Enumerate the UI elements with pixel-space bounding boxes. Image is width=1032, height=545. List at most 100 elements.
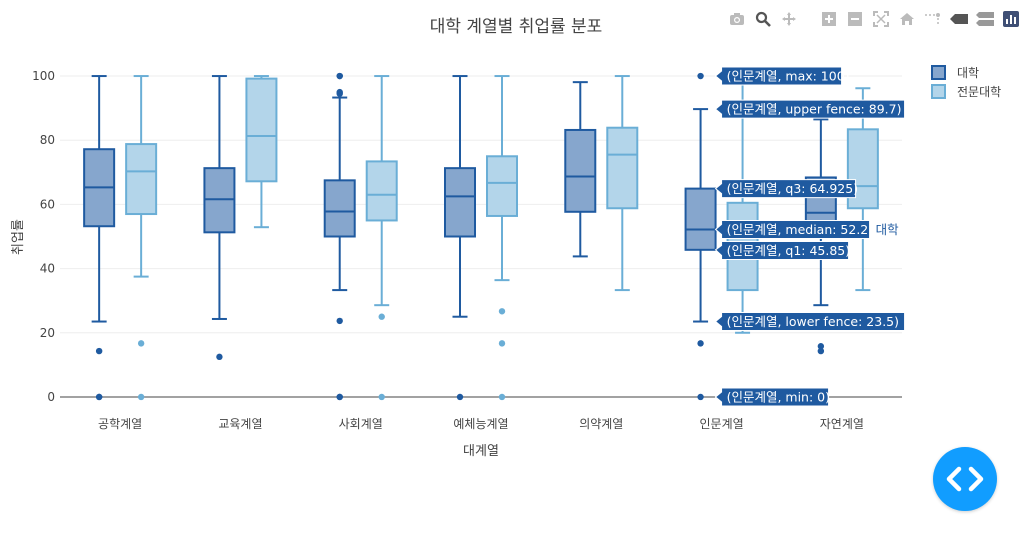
legend-swatch — [931, 65, 946, 80]
outlier-point[interactable] — [137, 340, 145, 347]
box-0-5[interactable] — [684, 72, 717, 401]
box-body[interactable] — [245, 77, 278, 183]
x-tick-label: 사회계열 — [339, 417, 383, 431]
outlier-point[interactable] — [697, 340, 704, 347]
y-tick-label: 80 — [40, 133, 55, 147]
outlier-point[interactable] — [378, 313, 385, 320]
modebar — [728, 10, 1020, 28]
box-body[interactable] — [125, 143, 158, 216]
hover-label-text: (인문계열, max: 100) — [727, 69, 850, 84]
outlier-point[interactable] — [336, 72, 343, 80]
outlier-point[interactable] — [378, 393, 385, 401]
outlier-point[interactable] — [817, 347, 825, 355]
hover-labels: (인문계열, max: 100) (인문계열, upper fence: 89.7… — [714, 66, 906, 407]
zoom-out-icon[interactable] — [846, 10, 864, 28]
box-0-0[interactable] — [83, 75, 116, 401]
legend-label: 대학 — [957, 66, 979, 80]
y-axis: 0 20 40 60 80 100 — [32, 69, 55, 404]
spike-lines-icon[interactable] — [924, 10, 942, 28]
outlier-point[interactable] — [137, 393, 145, 401]
hover-label-box — [714, 240, 850, 260]
y-tick-label: 100 — [32, 69, 55, 83]
x-tick-label: 공학계열 — [98, 417, 142, 431]
y-tick-label: 0 — [47, 390, 55, 404]
hover-label: (인문계열, q3: 64.925) — [714, 179, 859, 199]
box-0-1[interactable] — [203, 75, 236, 361]
box-1-4[interactable] — [606, 75, 639, 292]
box-0-2[interactable] — [323, 72, 356, 401]
x-axis-title: 대계열 — [463, 444, 499, 459]
outlier-point[interactable] — [498, 308, 506, 315]
hover-label-text: (인문계열, min: 0) — [727, 389, 830, 404]
x-tick-label: 인문계열 — [699, 417, 743, 431]
y-axis-title: 취업률 — [11, 219, 26, 255]
plotly-logo-icon[interactable] — [1002, 10, 1020, 28]
outlier-point[interactable] — [456, 393, 464, 401]
legend-item-1[interactable]: 전문대학 — [931, 84, 1001, 99]
outlier-point[interactable] — [817, 343, 825, 350]
box-1-1[interactable] — [245, 75, 278, 229]
hover-label-text: (인문계열, upper fence: 89.7) — [727, 102, 902, 117]
hover-label: (인문계열, lower fence: 23.5) — [714, 312, 906, 332]
hover-label: (인문계열, q1: 45.85) — [714, 240, 851, 260]
x-tick-label: 자연계열 — [820, 417, 864, 431]
pan-icon[interactable] — [780, 10, 798, 28]
outlier-point[interactable] — [336, 393, 343, 401]
outlier-point[interactable] — [216, 353, 223, 361]
box-body[interactable] — [564, 128, 597, 213]
hover-label-box — [714, 99, 906, 119]
box-body[interactable] — [444, 167, 476, 238]
outlier-point[interactable] — [336, 90, 343, 97]
hover-label-box — [714, 179, 857, 199]
outlier-point[interactable] — [498, 340, 506, 347]
compare-icon[interactable] — [976, 10, 994, 28]
legend-label: 전문대학 — [957, 85, 1001, 99]
x-tick-label: 예체능계열 — [453, 417, 508, 431]
box-body[interactable] — [684, 187, 717, 251]
box-body[interactable] — [365, 160, 398, 222]
hover-label-text: (인문계열, lower fence: 23.5) — [727, 314, 899, 329]
hover-label: (인문계열, max: 100) — [714, 66, 850, 86]
autoscale-icon[interactable] — [872, 10, 890, 28]
show-closest-icon[interactable] — [950, 10, 968, 28]
hover-label-text: (인문계열, q3: 64.925) — [727, 181, 859, 196]
outlier-point[interactable] — [336, 317, 343, 325]
hover-label-text: (인문계열, q1: 45.85) — [727, 243, 851, 258]
y-tick-label: 20 — [40, 326, 55, 340]
outlier-point[interactable] — [95, 393, 103, 401]
hover-label-text: (인문계열, median: 52.2) — [727, 222, 874, 237]
y-tick-label: 60 — [40, 197, 55, 211]
hover-label: (인문계열, min: 0) — [714, 387, 830, 407]
hover-label-box — [714, 219, 871, 239]
zoom-in-icon[interactable] — [820, 10, 838, 28]
zoom-icon[interactable] — [754, 10, 772, 28]
code-icon — [946, 466, 984, 492]
outlier-point[interactable] — [498, 393, 506, 401]
box-body[interactable] — [606, 126, 639, 210]
reset-axes-icon[interactable] — [898, 10, 916, 28]
hover-label: (인문계열, median: 52.2) — [714, 219, 874, 239]
hover-label-box — [714, 66, 843, 86]
box-1-2[interactable] — [365, 75, 398, 401]
box-body[interactable] — [486, 155, 518, 217]
box-body[interactable] — [323, 179, 356, 238]
x-tick-label: 교육계열 — [218, 417, 262, 431]
box-1-3[interactable] — [486, 75, 518, 401]
code-toggle-button[interactable] — [933, 447, 997, 511]
chart-title: 대학 계열별 취업률 분포 — [430, 17, 603, 37]
box-0-3[interactable] — [444, 75, 476, 401]
hover-label-box — [714, 312, 906, 332]
box-1-0[interactable] — [125, 75, 158, 401]
y-tick-label: 40 — [40, 262, 55, 276]
hover-label: (인문계열, upper fence: 89.7) — [714, 99, 906, 119]
outlier-point[interactable] — [95, 347, 103, 355]
box-0-4[interactable] — [564, 81, 597, 258]
outlier-point[interactable] — [697, 72, 704, 80]
hover-label-box — [714, 387, 830, 407]
box-plots[interactable] — [83, 72, 879, 401]
outlier-point[interactable] — [697, 393, 704, 401]
camera-icon[interactable] — [728, 10, 746, 28]
legend-item-0[interactable]: 대학 — [931, 65, 979, 80]
